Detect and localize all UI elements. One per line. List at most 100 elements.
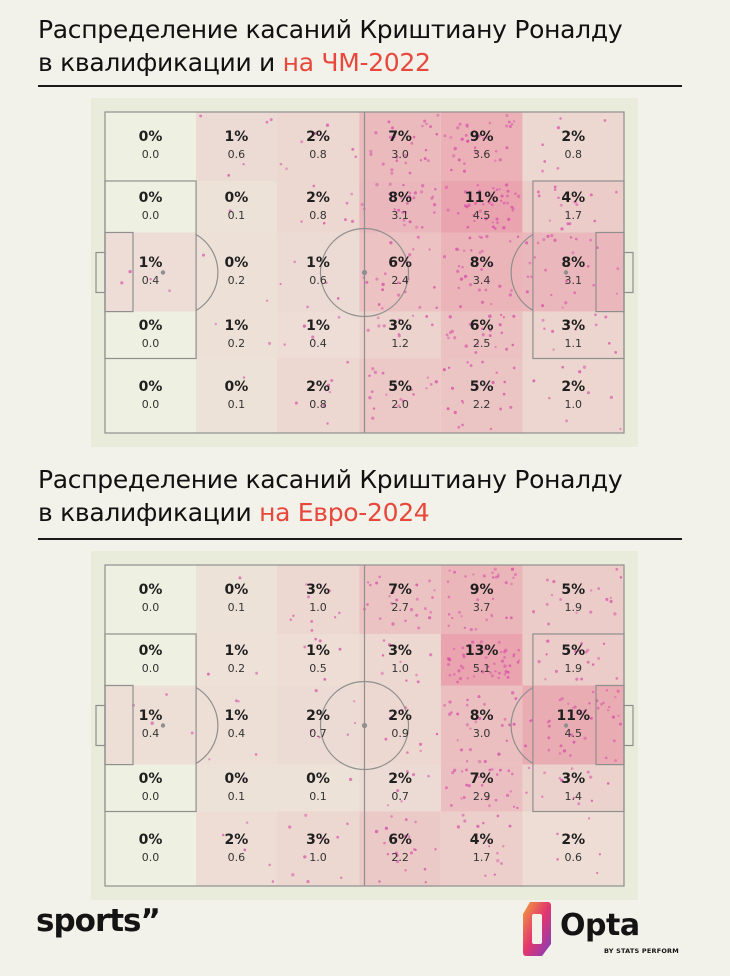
- touch-dot: [168, 289, 172, 293]
- heatmap-cell: [522, 811, 624, 886]
- heatmap-cell-label: 0% 0.1: [193, 771, 279, 804]
- touch-dot: [468, 236, 472, 240]
- cell-percent: 1%: [224, 708, 249, 725]
- heatmap-cell: [440, 232, 523, 312]
- heatmap-cell-label: 0% 0.0: [108, 379, 194, 412]
- touch-dot: [450, 711, 453, 714]
- heatmap-cell-base: [196, 633, 277, 686]
- touch-dot: [463, 819, 467, 823]
- touch-dot: [572, 796, 576, 800]
- title-line2-prefix: в квалификации: [38, 498, 260, 527]
- touch-dot: [574, 237, 578, 241]
- touch-dot: [619, 576, 623, 579]
- touch-dot: [383, 841, 386, 845]
- touch-dot: [586, 265, 590, 268]
- touch-dot: [425, 122, 428, 126]
- cell-percent: 0%: [138, 378, 163, 395]
- cell-percent: 2%: [224, 831, 249, 848]
- touch-dot: [532, 379, 536, 383]
- touch-dot: [448, 700, 452, 704]
- touch-dot: [488, 804, 491, 808]
- heatmap-cell-base: [105, 112, 197, 181]
- cell-value: 0.4: [309, 337, 327, 351]
- touch-dot: [589, 238, 592, 242]
- touch-dot: [500, 862, 503, 865]
- cell-value: 1.7: [564, 208, 582, 222]
- touch-dot: [418, 742, 423, 746]
- touch-dot: [387, 120, 391, 124]
- touch-dot: [378, 575, 382, 579]
- touch-dot: [456, 739, 459, 742]
- touch-dot: [404, 161, 408, 165]
- touch-dot: [502, 845, 505, 848]
- heatmap-cell-label: 0% 0.0: [108, 582, 194, 615]
- touch-dot: [540, 169, 545, 173]
- heatmap-cell-label: 7% 3.0: [357, 129, 443, 162]
- cell-value: 0.1: [227, 790, 246, 804]
- touch-dot: [456, 126, 460, 130]
- heatmap-cell-base: [196, 811, 277, 886]
- touch-dot: [401, 210, 405, 214]
- touch-dot: [494, 227, 497, 230]
- touch-dot: [488, 328, 492, 332]
- cell-value: 0.2: [227, 661, 246, 675]
- touch-dot: [523, 744, 528, 748]
- heatmap-cell-label: 0% 0.0: [108, 318, 194, 351]
- touch-dot: [243, 777, 247, 781]
- touch-dot: [458, 122, 462, 126]
- touch-dot: [377, 324, 381, 328]
- touch-dot: [337, 611, 341, 615]
- touch-dot: [376, 316, 380, 320]
- touch-dot: [426, 376, 430, 379]
- touch-dot: [410, 141, 414, 145]
- touch-dot: [459, 277, 464, 281]
- touch-dot: [390, 168, 394, 172]
- touch-dot: [558, 698, 562, 702]
- touch-dot: [291, 873, 295, 877]
- heatmap-cell-base: [522, 112, 624, 181]
- heatmap-cell: [276, 811, 360, 886]
- touch-dot: [480, 236, 483, 239]
- heatmap-cell-base: [276, 232, 360, 312]
- touch-dot: [343, 218, 347, 222]
- touch-dot: [412, 393, 415, 396]
- touch-dot: [427, 616, 432, 620]
- cell-percent: 2%: [561, 129, 586, 146]
- touch-dot: [486, 797, 490, 801]
- touch-dot: [384, 826, 389, 830]
- touch-dot: [541, 143, 544, 146]
- heatmap-cell-label: 0% 0.0: [108, 771, 194, 804]
- heatmap-cell-label: 2% 0.9: [357, 708, 443, 741]
- touch-dot: [372, 407, 376, 410]
- touch-dot: [388, 594, 391, 598]
- touch-dot: [306, 880, 310, 884]
- touch-dot: [407, 194, 412, 199]
- heatmap-cell: [522, 685, 624, 765]
- heatmap-cell-label: 1% 0.2: [193, 643, 279, 676]
- touch-dot: [471, 640, 475, 644]
- touch-dot: [387, 643, 391, 647]
- heatmap-cell-label: 7% 2.9: [439, 771, 525, 804]
- touch-dot: [507, 217, 511, 221]
- touch-dot: [228, 209, 232, 213]
- cell-value: 1.7: [472, 850, 491, 864]
- touch-dot: [466, 645, 470, 648]
- touch-dot: [556, 832, 559, 836]
- touch-dot: [511, 343, 515, 347]
- touch-dot: [474, 774, 478, 778]
- touch-dot: [604, 315, 608, 319]
- touch-dot: [337, 315, 341, 319]
- pitch-svg: [91, 551, 638, 900]
- touch-dot: [305, 583, 308, 586]
- heatmap-pitch-euro: 0% 0.0 0% 0.1 3% 1.0 7% 2.7 9% 3.7 5% 1.9 0% 0.0 1% 0.2…: [91, 551, 638, 900]
- touch-dot: [400, 800, 403, 803]
- touch-dot: [456, 712, 460, 716]
- cell-value: 0.2: [227, 337, 246, 351]
- touch-dot: [457, 669, 461, 673]
- sports-logo: sports”: [36, 903, 161, 939]
- touch-dot: [545, 653, 548, 656]
- touch-dot: [432, 203, 437, 207]
- touch-dot: [382, 639, 386, 642]
- heatmap-cell: [359, 633, 441, 686]
- touch-dot: [478, 235, 481, 238]
